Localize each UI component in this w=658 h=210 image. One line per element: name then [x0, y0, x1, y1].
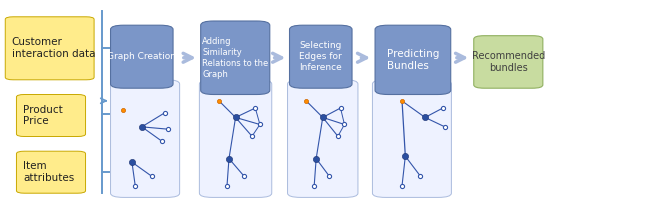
FancyBboxPatch shape	[372, 80, 451, 197]
Text: Item
attributes: Item attributes	[23, 161, 74, 183]
FancyBboxPatch shape	[16, 151, 86, 193]
Text: Selecting
Edges for
Inference: Selecting Edges for Inference	[299, 41, 342, 72]
Text: Customer
interaction data: Customer interaction data	[12, 38, 95, 59]
FancyBboxPatch shape	[375, 25, 451, 94]
FancyBboxPatch shape	[288, 80, 358, 197]
Text: Recommended
bundles: Recommended bundles	[472, 51, 545, 73]
Text: Predicting
Bundles: Predicting Bundles	[387, 49, 439, 71]
FancyBboxPatch shape	[201, 21, 270, 94]
FancyBboxPatch shape	[5, 17, 94, 80]
Text: Adding
Similarity
Relations to the
Graph: Adding Similarity Relations to the Graph	[202, 37, 268, 79]
FancyBboxPatch shape	[474, 36, 543, 88]
FancyBboxPatch shape	[111, 25, 173, 88]
FancyBboxPatch shape	[16, 94, 86, 136]
Text: Product
Price: Product Price	[23, 105, 63, 126]
FancyBboxPatch shape	[290, 25, 352, 88]
FancyBboxPatch shape	[111, 80, 180, 197]
Text: Graph Creation: Graph Creation	[107, 52, 176, 61]
FancyBboxPatch shape	[199, 80, 272, 197]
